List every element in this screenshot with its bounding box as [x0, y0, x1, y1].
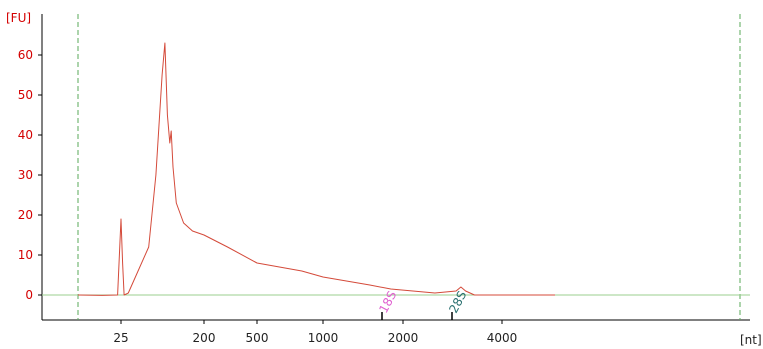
- y-tick-label: 50: [18, 88, 33, 102]
- x-tick-label: 1000: [308, 331, 339, 345]
- marker-label-18s: 18S: [376, 289, 399, 316]
- y-tick-label: 30: [18, 168, 33, 182]
- y-tick-label: 0: [25, 288, 33, 302]
- y-tick-label: 20: [18, 208, 33, 222]
- marker-label-28s: 28S: [446, 289, 469, 316]
- x-tick-label: 200: [193, 331, 216, 345]
- fluorescence-trace: [77, 42, 555, 296]
- y-tick-label: 10: [18, 248, 33, 262]
- y-tick-label: 60: [18, 48, 33, 62]
- x-tick-label: 4000: [487, 331, 518, 345]
- x-tick-label: 500: [246, 331, 269, 345]
- x-tick-label: 2000: [388, 331, 419, 345]
- y-axis-unit: [FU]: [6, 11, 31, 25]
- x-axis-unit: [nt]: [740, 333, 762, 347]
- x-tick-label: 25: [113, 331, 128, 345]
- y-tick-label: 40: [18, 128, 33, 142]
